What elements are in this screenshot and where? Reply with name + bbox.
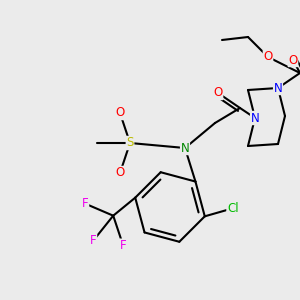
Text: N: N (274, 82, 282, 94)
Text: O: O (213, 86, 223, 100)
Text: F: F (90, 234, 97, 247)
Text: O: O (116, 106, 124, 119)
Text: F: F (82, 197, 88, 210)
Text: O: O (288, 53, 298, 67)
Text: S: S (126, 136, 134, 149)
Text: O: O (116, 167, 124, 179)
Text: F: F (120, 239, 127, 252)
Text: Cl: Cl (227, 202, 238, 215)
Text: N: N (181, 142, 189, 154)
Text: N: N (250, 112, 260, 124)
Text: O: O (263, 50, 273, 64)
